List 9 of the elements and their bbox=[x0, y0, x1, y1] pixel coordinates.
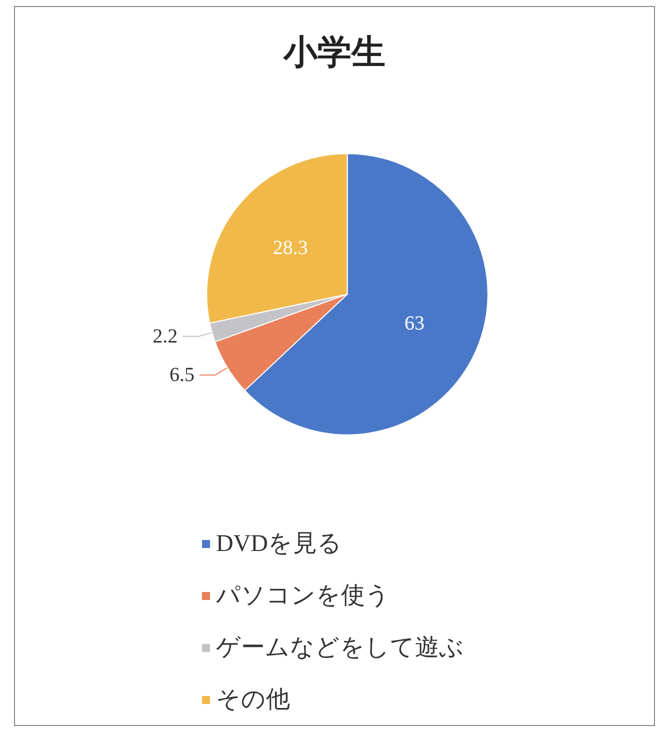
data-label: 6.5 bbox=[169, 364, 194, 386]
legend-label: ゲームなどをして遊ぶ bbox=[216, 635, 464, 661]
data-label: 2.2 bbox=[152, 325, 178, 348]
chart-title: 小学生 bbox=[282, 34, 386, 72]
legend-label: DVDを見る bbox=[216, 531, 342, 557]
legend-label: その他 bbox=[216, 687, 290, 713]
legend-label: パソコンを使う bbox=[215, 583, 390, 609]
data-label: 28.3 bbox=[272, 237, 308, 260]
data-label: 63 bbox=[404, 312, 425, 334]
